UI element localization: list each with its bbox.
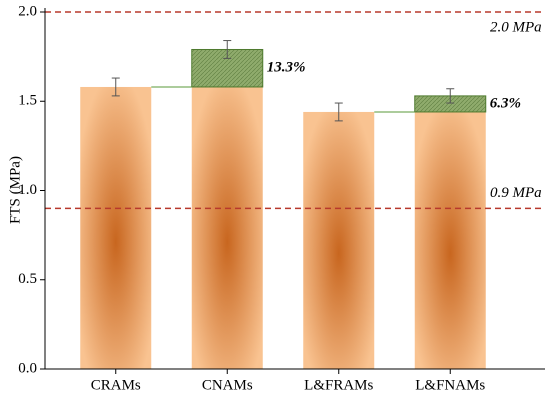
x-tick-label: L&FNAMs <box>415 377 485 393</box>
reference-label: 2.0 MPa <box>490 19 542 35</box>
y-tick-label: 0.5 <box>18 271 37 287</box>
bar <box>303 111 375 370</box>
y-axis-label: FTS (MPa) <box>7 156 23 224</box>
bar <box>80 86 152 369</box>
x-tick-label: CRAMs <box>91 377 141 393</box>
increase-segment <box>191 48 264 88</box>
bar <box>191 86 263 369</box>
y-tick-label: 0.0 <box>18 360 37 376</box>
x-tick-label: CNAMs <box>202 377 253 393</box>
increase-label: 13.3% <box>267 60 306 76</box>
y-tick-label: 1.5 <box>18 93 37 109</box>
x-tick-label: L&FRAMs <box>304 377 373 393</box>
bar <box>414 111 486 370</box>
y-tick-label: 2.0 <box>18 3 37 19</box>
y-tick-label: 1.0 <box>18 182 37 198</box>
increase-label: 6.3% <box>490 95 521 111</box>
reference-label: 0.9 MPa <box>490 185 542 201</box>
